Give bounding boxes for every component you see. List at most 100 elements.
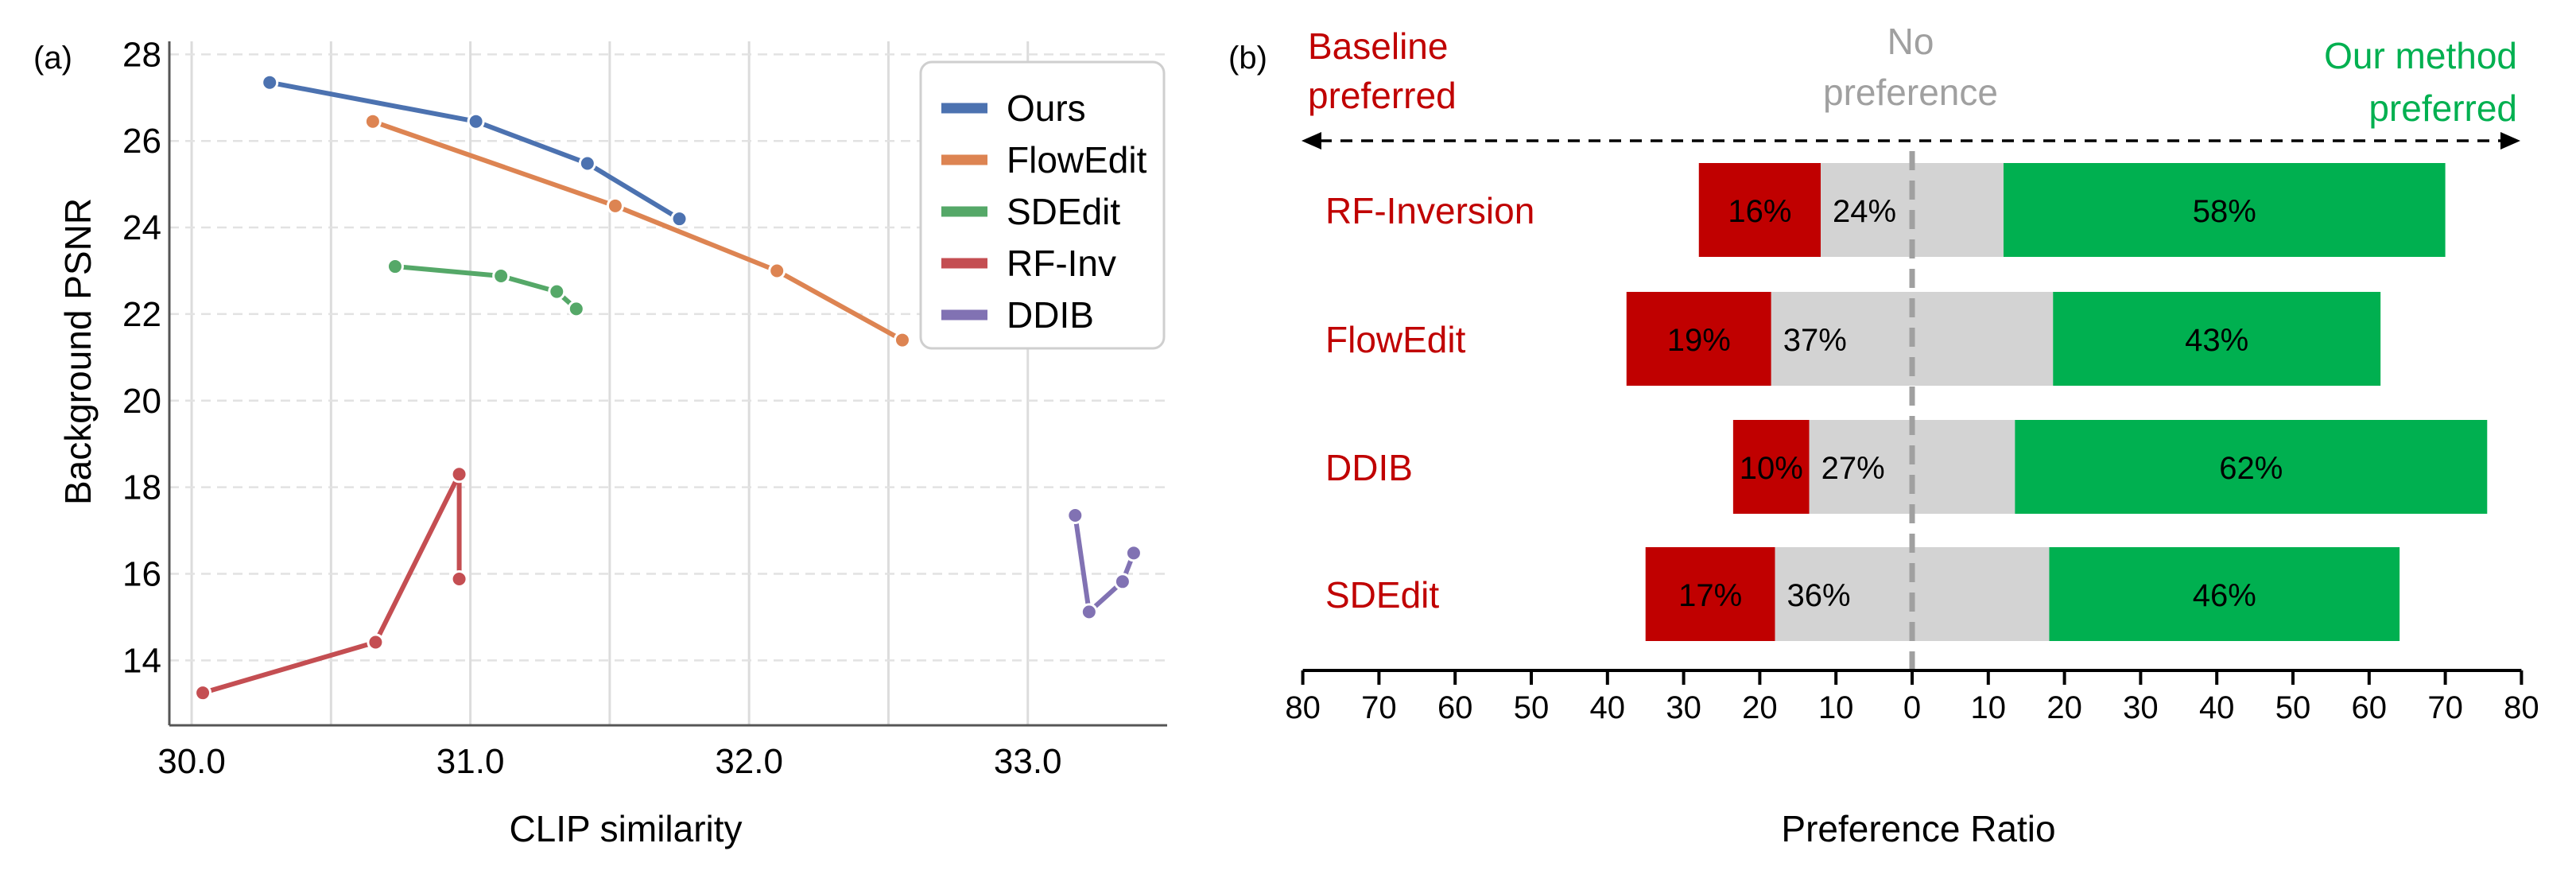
data-point-rf-inv xyxy=(450,570,468,589)
bar-ours-ddib xyxy=(2015,420,2488,514)
data-point-flowedit xyxy=(893,331,911,349)
y-tick-label: 16 xyxy=(122,554,161,593)
bar-baseline-sdedit xyxy=(1645,547,1775,641)
x-tick-label: 50 xyxy=(2275,690,2311,725)
label-no-preference-rf-inversion: 24% xyxy=(1833,194,1896,229)
series-line-flowedit xyxy=(370,119,905,343)
bar-no-preference-ddib xyxy=(1809,420,2015,514)
x-tick-label: 80 xyxy=(2504,690,2539,725)
legend-label-sdedit: SDEdit xyxy=(1007,191,1120,232)
data-point-ddib xyxy=(1124,544,1143,562)
series-sdedit xyxy=(386,258,585,318)
x-tick-label: 30 xyxy=(2123,690,2159,725)
x-tick-label: 0 xyxy=(1903,690,1921,725)
x-tick-label: 50 xyxy=(1514,690,1550,725)
legend-frame xyxy=(919,60,1166,350)
bar-row-ddib: 10% 27% 62% DDIB xyxy=(1325,420,2488,514)
data-point-ours xyxy=(578,154,596,173)
category-label-rf-inversion: RF-Inversion xyxy=(1325,190,1534,231)
bar-ours-rf-inversion xyxy=(2003,163,2446,257)
header-nopref-line1: No xyxy=(1887,21,1934,62)
panel-a-line-chart: (a) 30.0 31.0 32.0 33.0 14 16 18 20 22 24 26 28 CL… xyxy=(33,35,1167,849)
x-tick-label: 60 xyxy=(1437,690,1473,725)
label-ours-rf-inversion: 58% xyxy=(2193,194,2256,229)
double-arrow xyxy=(1302,132,2520,150)
x-tick-label: 70 xyxy=(2427,690,2463,725)
arrow-head-left-icon xyxy=(1302,132,1321,150)
x-tick-label: 10 xyxy=(1818,690,1854,725)
legend-label-flowedit: FlowEdit xyxy=(1007,139,1147,181)
bar-ours-flowedit xyxy=(2053,292,2381,386)
header-ours-line1: Our method xyxy=(2324,35,2517,76)
panel-b-preference-chart: (b) Baseline preferred No preference Our… xyxy=(1228,21,2539,849)
header-ours-line2: preferred xyxy=(2368,87,2517,129)
arrow-head-right-icon xyxy=(2500,132,2520,150)
data-point-flowedit xyxy=(606,196,624,215)
x-tick-label: 40 xyxy=(2199,690,2235,725)
data-point-sdedit xyxy=(386,258,404,276)
panel-a-series xyxy=(194,73,1143,702)
x-tick-label: 60 xyxy=(2352,690,2388,725)
data-point-ddib xyxy=(1113,573,1131,591)
x-tick-label: 20 xyxy=(2046,690,2082,725)
x-tick-label: 31.0 xyxy=(436,742,505,781)
legend-label-rf-inv: RF-Inv xyxy=(1007,243,1116,284)
y-tick-label: 22 xyxy=(122,295,161,334)
label-ours-sdedit: 46% xyxy=(2193,578,2256,613)
series-line-sdedit xyxy=(392,264,579,312)
panel-b-x-axis-label: Preference Ratio xyxy=(1781,808,2055,849)
label-baseline-sdedit: 17% xyxy=(1678,578,1742,613)
x-tick-label: 40 xyxy=(1590,690,1626,725)
series-line-rf-inv xyxy=(200,472,462,696)
x-tick-label: 32.0 xyxy=(715,742,783,781)
data-point-sdedit xyxy=(492,267,510,286)
series-ddib xyxy=(1066,507,1143,621)
legend-label-ddib: DDIB xyxy=(1007,294,1094,336)
category-label-ddib: DDIB xyxy=(1325,447,1413,488)
bar-baseline-ddib xyxy=(1732,420,1810,514)
label-ours-flowedit: 43% xyxy=(2185,323,2248,358)
panel-a-y-axis-label: Background PSNR xyxy=(57,198,99,505)
x-tick-label: 80 xyxy=(1285,690,1321,725)
legend-label-ours: Ours xyxy=(1007,87,1086,129)
panel-b-x-axis: 80 70 60 50 40 30 20 10 0 10 20 30 40 50 60 70 80 xyxy=(1285,669,2539,725)
bar-baseline-rf-inversion xyxy=(1698,163,1821,257)
header-nopref-line2: preference xyxy=(1823,72,1998,113)
data-point-sdedit xyxy=(548,282,566,301)
label-no-preference-ddib: 27% xyxy=(1821,451,1885,486)
data-point-rf-inv xyxy=(450,465,468,484)
x-tick-label: 70 xyxy=(1361,690,1397,725)
header-baseline-line2: preferred xyxy=(1308,75,1457,116)
data-point-ours xyxy=(467,112,485,130)
bar-baseline-flowedit xyxy=(1626,292,1771,386)
x-tick-label: 33.0 xyxy=(994,742,1062,781)
bar-row-flowedit: 19% 37% 43% FlowEdit xyxy=(1325,292,2381,386)
label-baseline-ddib: 10% xyxy=(1740,451,1803,486)
y-tick-label: 24 xyxy=(122,208,161,247)
panel-a-x-tick-labels: 30.0 31.0 32.0 33.0 xyxy=(157,742,1061,781)
data-point-flowedit xyxy=(768,262,786,280)
label-baseline-rf-inversion: 16% xyxy=(1728,194,1791,229)
panel-a-label: (a) xyxy=(33,41,72,76)
data-point-ddib xyxy=(1080,603,1098,621)
data-point-ddib xyxy=(1066,507,1084,525)
y-tick-label: 26 xyxy=(122,122,161,161)
data-point-rf-inv xyxy=(194,684,212,702)
x-tick-label: 20 xyxy=(1742,690,1778,725)
label-no-preference-flowedit: 37% xyxy=(1783,323,1847,358)
category-label-flowedit: FlowEdit xyxy=(1325,319,1466,360)
y-tick-label: 14 xyxy=(122,641,161,680)
data-point-ours xyxy=(261,73,279,91)
series-line-ours xyxy=(267,80,682,222)
y-tick-label: 18 xyxy=(122,468,161,507)
series-line-ddib xyxy=(1073,513,1136,615)
x-tick-label: 10 xyxy=(1971,690,2007,725)
y-tick-label: 20 xyxy=(122,382,161,421)
bar-row-rf-inversion: 16% 24% 58% RF-Inversion xyxy=(1325,163,2446,257)
panel-a-x-axis-label: CLIP similarity xyxy=(509,808,742,849)
series-flowedit xyxy=(363,112,911,349)
x-tick-label: 30.0 xyxy=(157,742,226,781)
header-baseline-line1: Baseline xyxy=(1308,25,1448,67)
x-tick-label: 30 xyxy=(1666,690,1701,725)
